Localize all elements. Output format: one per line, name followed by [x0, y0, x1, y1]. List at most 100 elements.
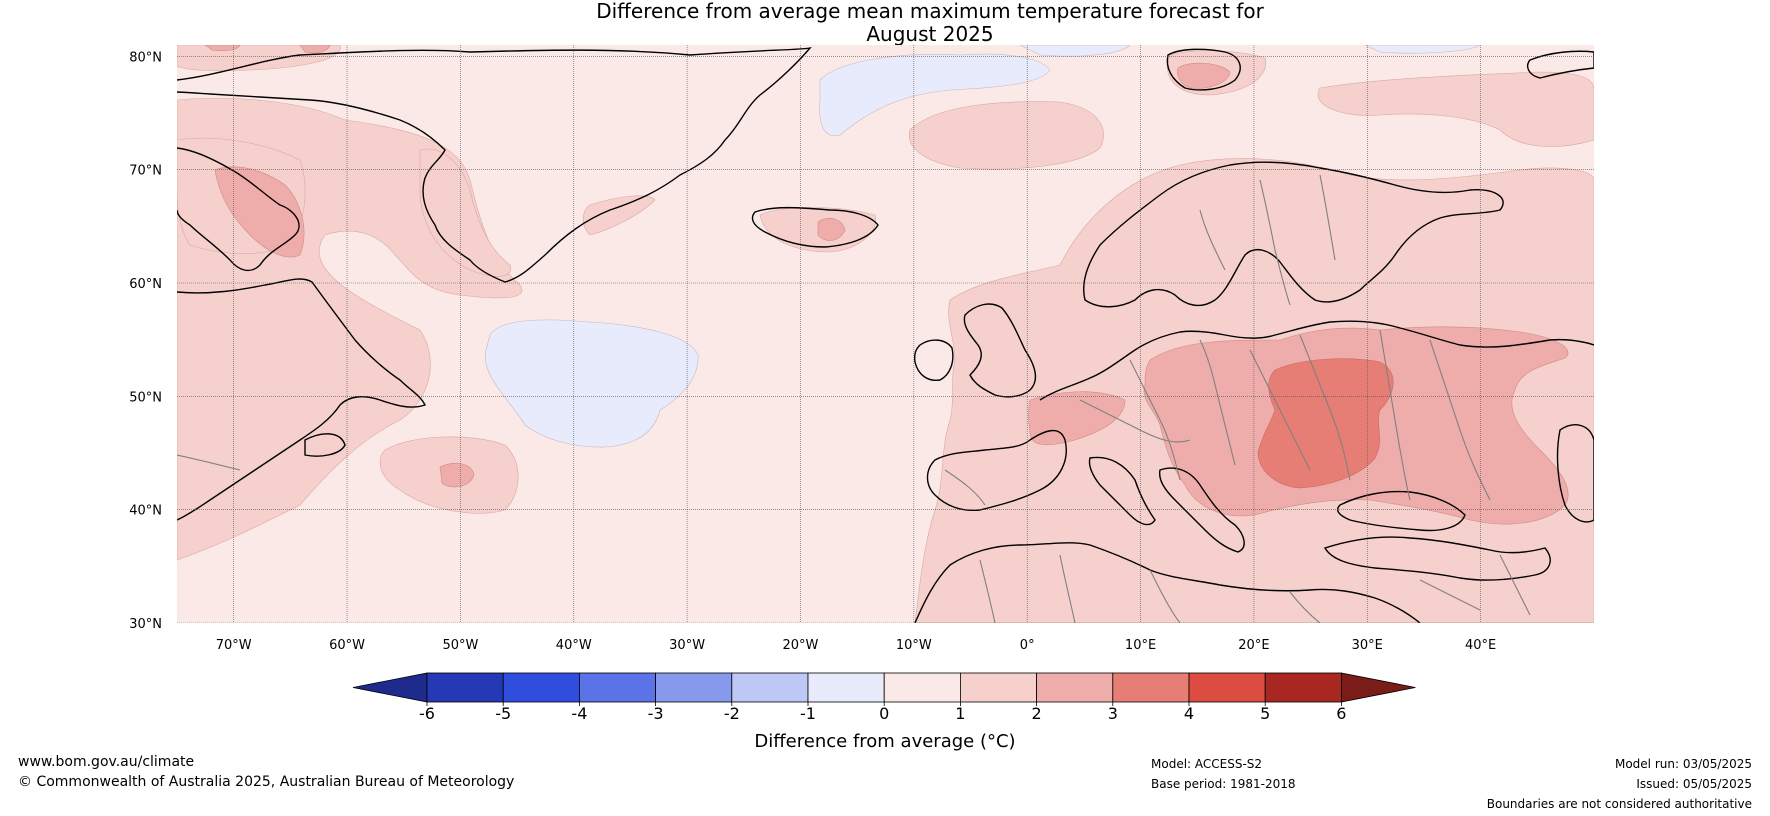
- coastline-greenland: [177, 46, 812, 283]
- colorbar-bin: [1188, 672, 1266, 703]
- longitude-label: 40°W: [556, 638, 592, 653]
- contour-2-3-greenland-top: [204, 45, 241, 52]
- colorbar-bin: [1036, 672, 1114, 703]
- coastline-ireland: [913, 339, 954, 382]
- colorbar-label: Difference from average (°C): [754, 731, 1015, 752]
- colorbar-bin: [426, 672, 504, 703]
- coastline-scandinavia: [1083, 161, 1504, 308]
- colorbar-bin: [807, 672, 885, 703]
- contour-3-4-eastern-europe: [1257, 358, 1394, 489]
- colorbar-tick-label: 0: [879, 704, 889, 723]
- contour-1-2-greenland-east-coast: [419, 148, 512, 277]
- longitude-label: 10°E: [1125, 638, 1156, 653]
- longitude-label: 50°W: [442, 638, 478, 653]
- longitude-label: 60°W: [329, 638, 365, 653]
- coastline-novaya-zemlya: [1527, 50, 1594, 79]
- model-run-text: Model run: 03/05/2025: [1614, 757, 1752, 771]
- coastline-anatolia: [1323, 536, 1551, 581]
- border-iberia: [944, 469, 986, 506]
- disclaimer-text: Boundaries are not considered authoritat…: [1486, 797, 1752, 811]
- colorbar-tick-label: 2: [1032, 704, 1042, 723]
- colorbar-bin: [731, 672, 809, 703]
- longitude-label: 20°E: [1238, 638, 1269, 653]
- coastline-baffin-island: [177, 147, 300, 272]
- longitude-labels: 70°W 60°W 50°W 40°W 30°W 20°W 10°W 0° 10°E 20°E 30…: [216, 638, 1497, 653]
- country-borders: [177, 174, 1531, 623]
- model-text: Model: ACCESS-S2: [1151, 757, 1263, 771]
- colorbar-bin: [960, 672, 1038, 703]
- contour-2-3-france: [1028, 391, 1126, 446]
- contour-2-3-atlantic-small: [439, 462, 475, 488]
- longitude-label: 70°W: [216, 638, 252, 653]
- contour-negative-greenland-sea: [819, 53, 1051, 137]
- latitude-label: 40°N: [129, 504, 162, 519]
- contour-2-3-greenland-sw: [214, 166, 305, 258]
- longitude-label: 0°: [1020, 638, 1035, 653]
- latitude-label: 60°N: [129, 277, 162, 292]
- colorbar-extend-low: [352, 672, 428, 703]
- colorbar-bin: [579, 672, 657, 703]
- latitude-labels: 80°N 70°N 60°N 50°N 40°N 30°N: [129, 50, 162, 632]
- border-scandinavia: [1199, 174, 1336, 306]
- colorbar-tick-label: -1: [800, 704, 816, 723]
- colorbar-tick-labels: -6 -5 -4 -3 -2 -1 0 1 2 3 4 5 6: [419, 702, 1346, 723]
- colorbar-tick-label: -6: [419, 704, 435, 723]
- graticule-grid: [177, 45, 1594, 623]
- colorbar-tick-label: 1: [955, 704, 965, 723]
- latitude-label: 30°N: [129, 617, 162, 632]
- colorbar-tick-label: 5: [1260, 704, 1270, 723]
- coastline-iceland: [751, 206, 879, 248]
- colorbar-tick-label: -5: [495, 704, 511, 723]
- issued-text: Issued: 05/05/2025: [1636, 777, 1752, 791]
- colorbar-extend-high: [1341, 672, 1416, 703]
- coastline-continental-europe: [926, 320, 1594, 553]
- colorbar-bin: [1112, 672, 1190, 703]
- anomaly-contours: [177, 45, 1594, 623]
- colorbar-tick-label: -3: [648, 704, 664, 723]
- colorbar-bin: [883, 672, 961, 703]
- coastline-great-britain: [963, 303, 1037, 398]
- website-link[interactable]: www.bom.gov.au/climate: [18, 754, 195, 770]
- colorbar-bin: [502, 672, 580, 703]
- longitude-label: 30°E: [1352, 638, 1383, 653]
- colorbar: [352, 672, 1416, 703]
- contour-negative-top-east: [1364, 45, 1481, 54]
- border-central-europe: [1079, 329, 1491, 501]
- contour-1-2-east-greenland: [582, 195, 656, 236]
- coastline-svalbard: [1166, 48, 1241, 91]
- map-title: Difference from average mean maximum tem…: [0, 0, 1770, 46]
- latitude-label: 50°N: [129, 390, 162, 405]
- contour-negative-top: [1019, 45, 1131, 57]
- coastline-labrador: [177, 278, 426, 521]
- colorbar-bin: [1264, 672, 1342, 703]
- contour-negative-north-atlantic: [484, 319, 699, 448]
- colorbar-bin: [655, 672, 733, 703]
- longitude-label: 20°W: [783, 638, 819, 653]
- coastline-caspian: [1556, 424, 1594, 523]
- latitude-label: 70°N: [129, 164, 162, 179]
- colorbar-tick-label: -4: [571, 704, 587, 723]
- colorbar-tick-label: 6: [1336, 704, 1346, 723]
- colorbar-tick-label: 4: [1184, 704, 1194, 723]
- contour-1-2-barents: [1317, 71, 1594, 147]
- title-line-1: Difference from average mean maximum tem…: [596, 0, 1264, 23]
- border-canada: [177, 454, 241, 471]
- coastline-newfoundland: [304, 433, 346, 457]
- border-africa: [979, 554, 1321, 623]
- title-line-2: August 2025: [866, 22, 994, 46]
- border-middle-east: [1419, 554, 1531, 616]
- latitude-label: 80°N: [129, 50, 162, 65]
- longitude-label: 40°E: [1465, 638, 1496, 653]
- base-period-text: Base period: 1981-2018: [1151, 777, 1296, 791]
- colorbar-tick-label: -2: [724, 704, 740, 723]
- contour-1-2-norwegian-sea: [908, 101, 1104, 170]
- contour-2-3-iceland: [817, 217, 846, 241]
- longitude-label: 10°W: [896, 638, 932, 653]
- longitude-label: 30°W: [669, 638, 705, 653]
- copyright-text: © Commonwealth of Australia 2025, Austra…: [18, 774, 515, 790]
- coastline-black-sea: [1337, 490, 1466, 532]
- contour-2-3-greenland-top-2: [299, 45, 331, 54]
- colorbar-tick-label: 3: [1108, 704, 1118, 723]
- contour-2-3-svalbard: [1177, 62, 1231, 89]
